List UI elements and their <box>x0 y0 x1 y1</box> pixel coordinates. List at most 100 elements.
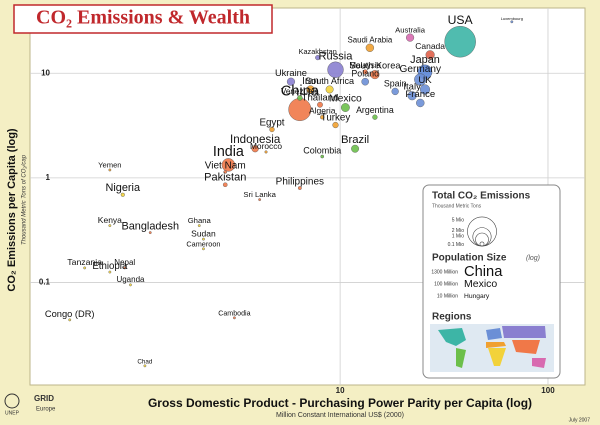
point-label: Congo (DR) <box>45 309 95 319</box>
title-box <box>13 4 273 34</box>
point-label: Iran <box>302 76 319 87</box>
map-region <box>502 326 546 338</box>
bubble <box>221 158 236 172</box>
point-label: Russia <box>319 51 354 63</box>
bubble <box>416 98 425 108</box>
point-label: Canada <box>415 41 445 51</box>
map-region <box>438 328 466 346</box>
bubble <box>325 85 334 94</box>
point-label: Philippines <box>276 176 324 187</box>
point-label: USA <box>448 13 474 27</box>
legend-example: Mexico <box>464 278 497 290</box>
point-label: Sudan <box>191 228 216 238</box>
point-label: Germany <box>400 64 442 75</box>
point-label: Saudi Arabia <box>347 35 392 44</box>
point-label: Luxembourg <box>501 16 523 21</box>
point-label: Kenya <box>98 215 122 225</box>
bubble <box>351 144 360 153</box>
bubble <box>407 91 417 101</box>
point-label: France <box>405 89 435 100</box>
bubble <box>143 364 147 368</box>
point-label: Japan <box>410 54 440 66</box>
bubble <box>297 186 302 190</box>
point-label: Uganda <box>116 275 145 284</box>
point-label: UK <box>418 75 432 86</box>
point-label: Poland <box>351 68 379 78</box>
point-label: Spain <box>384 78 407 88</box>
bubble <box>222 182 228 188</box>
bubble <box>202 247 205 251</box>
point-label: Morocco <box>250 141 282 151</box>
bubble <box>327 61 344 78</box>
legend-title: Population Size <box>432 253 507 264</box>
legend-label: 1300 Million <box>431 269 458 275</box>
bubble <box>123 266 127 270</box>
bubble <box>286 77 296 86</box>
point-label: Tanzania <box>67 257 102 267</box>
y-axis-label: CO₂ Emissions per Capita (log) <box>6 128 18 292</box>
bubble <box>306 85 315 94</box>
bubble <box>108 168 112 172</box>
bubble <box>315 55 321 61</box>
logo-text: UNEP <box>5 410 20 416</box>
legend-title: Total CO₂ Emissions <box>432 191 531 202</box>
point-label: China <box>281 84 320 100</box>
point-label: Brazil <box>341 134 369 146</box>
point-label: Argentina <box>356 105 394 115</box>
bubble <box>297 95 303 101</box>
bubble <box>320 115 325 120</box>
bubble <box>68 318 72 322</box>
y-tick-label: 1 <box>46 173 51 182</box>
point-label: Yemen <box>98 160 121 169</box>
point-label: Algeria <box>309 106 336 116</box>
map-region <box>486 328 502 340</box>
bubble <box>108 270 112 274</box>
point-label: Thailand <box>302 92 339 103</box>
bubble <box>197 224 201 228</box>
regions-map <box>430 324 554 372</box>
point-label: Colombia <box>303 145 341 155</box>
point-label: Chad <box>137 358 153 365</box>
chart-title: CO₂ Emissions & Wealth <box>36 7 250 29</box>
point-label: Nigeria <box>106 182 141 194</box>
point-label: Cameroon <box>186 239 220 248</box>
point-label: Egypt <box>259 117 284 128</box>
legend-subtitle: Thousand Metric Tons <box>432 203 482 209</box>
legend-label: 1 Mio <box>452 233 464 239</box>
legend-label: 100 Million <box>434 281 458 287</box>
map-region <box>488 348 506 366</box>
bubble <box>425 50 435 60</box>
y-axis-sublabel: Thousand Metric Tons of CO₂/cap <box>22 154 28 245</box>
bubble <box>129 283 132 287</box>
legend-example: China <box>464 264 503 280</box>
map-region <box>486 342 506 348</box>
point-label: Cambodia <box>218 309 250 317</box>
bubble <box>251 145 259 153</box>
plot: USA Luxembourg Australia Canada Saudi Arabia… <box>30 8 585 385</box>
bubble <box>317 101 323 108</box>
bubble <box>258 198 262 202</box>
point-label: Viet Nam <box>205 160 246 171</box>
legend-label: 10 Million <box>437 293 458 299</box>
bubble <box>414 73 427 86</box>
point-label: Australia <box>395 25 426 34</box>
bubble <box>340 103 350 112</box>
map-region <box>512 340 540 354</box>
point-label: Ghana <box>188 216 212 225</box>
legend-note: (log) <box>526 255 540 262</box>
bubble <box>510 20 514 24</box>
bubble <box>108 224 112 228</box>
map-region <box>456 348 466 368</box>
point-label: Kazakhstan <box>299 47 337 56</box>
point-label: South Korea <box>349 61 401 71</box>
point-label: Venezuela <box>281 87 319 96</box>
bubble <box>223 170 228 174</box>
bubble <box>202 237 205 241</box>
point-label: Ukraine <box>275 68 307 78</box>
bubble <box>233 316 236 320</box>
bubble <box>320 154 325 159</box>
legend-title: Regions <box>432 312 472 323</box>
point-label: Indonesia <box>230 133 281 146</box>
legend-label: 0.1 Mio <box>448 242 465 248</box>
bubble <box>370 70 380 80</box>
